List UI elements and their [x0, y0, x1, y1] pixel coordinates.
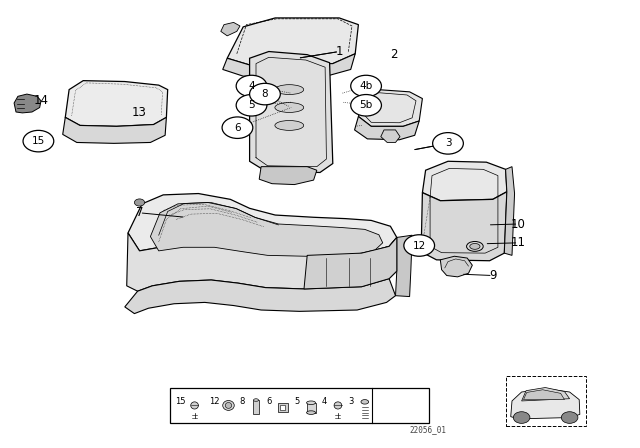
Text: 12: 12 — [413, 241, 426, 250]
Text: 1: 1 — [335, 45, 343, 58]
Ellipse shape — [253, 399, 259, 401]
Polygon shape — [223, 54, 355, 76]
Polygon shape — [128, 194, 397, 255]
Polygon shape — [250, 52, 333, 172]
Polygon shape — [396, 235, 412, 297]
Text: 4b: 4b — [360, 81, 372, 91]
Polygon shape — [125, 279, 396, 314]
Polygon shape — [127, 233, 397, 291]
Polygon shape — [421, 192, 507, 261]
Ellipse shape — [275, 121, 304, 130]
Text: 14: 14 — [33, 94, 49, 108]
Ellipse shape — [361, 400, 369, 404]
Circle shape — [561, 412, 578, 423]
Polygon shape — [381, 130, 400, 142]
Circle shape — [433, 133, 463, 154]
Circle shape — [23, 130, 54, 152]
Polygon shape — [358, 90, 422, 126]
Circle shape — [351, 75, 381, 97]
Bar — [278, 403, 288, 412]
Circle shape — [134, 199, 145, 206]
Circle shape — [250, 83, 280, 105]
Text: 2: 2 — [390, 48, 397, 61]
Ellipse shape — [225, 402, 232, 409]
Ellipse shape — [307, 411, 316, 414]
Circle shape — [222, 117, 253, 138]
Circle shape — [351, 95, 381, 116]
Text: 7: 7 — [136, 206, 143, 220]
Polygon shape — [504, 167, 515, 255]
Ellipse shape — [223, 401, 234, 410]
Ellipse shape — [275, 103, 304, 112]
Polygon shape — [304, 237, 397, 289]
Text: 15: 15 — [32, 136, 45, 146]
Text: 5: 5 — [294, 397, 300, 406]
Bar — [506, 376, 586, 426]
Text: 13: 13 — [132, 106, 147, 120]
Circle shape — [513, 412, 530, 423]
Polygon shape — [522, 388, 570, 401]
Ellipse shape — [275, 85, 304, 95]
Text: 8: 8 — [239, 397, 244, 406]
Bar — [280, 405, 285, 410]
Text: 3: 3 — [348, 397, 353, 406]
Text: 4: 4 — [248, 81, 255, 91]
Text: 15: 15 — [175, 397, 186, 406]
Polygon shape — [221, 22, 240, 36]
Text: 11: 11 — [511, 236, 526, 250]
Text: 3: 3 — [445, 138, 451, 148]
Polygon shape — [63, 117, 166, 143]
Polygon shape — [259, 167, 317, 185]
Polygon shape — [422, 161, 507, 201]
Polygon shape — [524, 390, 564, 400]
Polygon shape — [14, 94, 41, 113]
Circle shape — [236, 95, 267, 116]
Bar — [307, 403, 316, 413]
Polygon shape — [511, 389, 580, 419]
Ellipse shape — [307, 401, 316, 405]
Text: 22056_01: 22056_01 — [409, 425, 446, 434]
Bar — [170, 388, 429, 423]
Text: 10: 10 — [511, 217, 526, 231]
Bar — [253, 400, 259, 414]
Circle shape — [236, 75, 267, 97]
Polygon shape — [355, 116, 419, 140]
Ellipse shape — [334, 402, 342, 409]
Polygon shape — [440, 256, 472, 277]
Ellipse shape — [467, 241, 483, 251]
Text: 6: 6 — [234, 123, 241, 133]
Circle shape — [404, 235, 435, 256]
Text: 5: 5 — [248, 100, 255, 110]
Text: 6: 6 — [266, 397, 271, 406]
Polygon shape — [150, 202, 383, 256]
Text: 9: 9 — [489, 269, 497, 282]
Text: 4: 4 — [321, 397, 326, 406]
Text: 8: 8 — [262, 89, 268, 99]
Ellipse shape — [191, 402, 198, 409]
Polygon shape — [65, 81, 168, 126]
Text: 12: 12 — [209, 397, 220, 406]
Text: 5b: 5b — [360, 100, 372, 110]
Polygon shape — [227, 18, 358, 65]
Ellipse shape — [470, 244, 480, 249]
